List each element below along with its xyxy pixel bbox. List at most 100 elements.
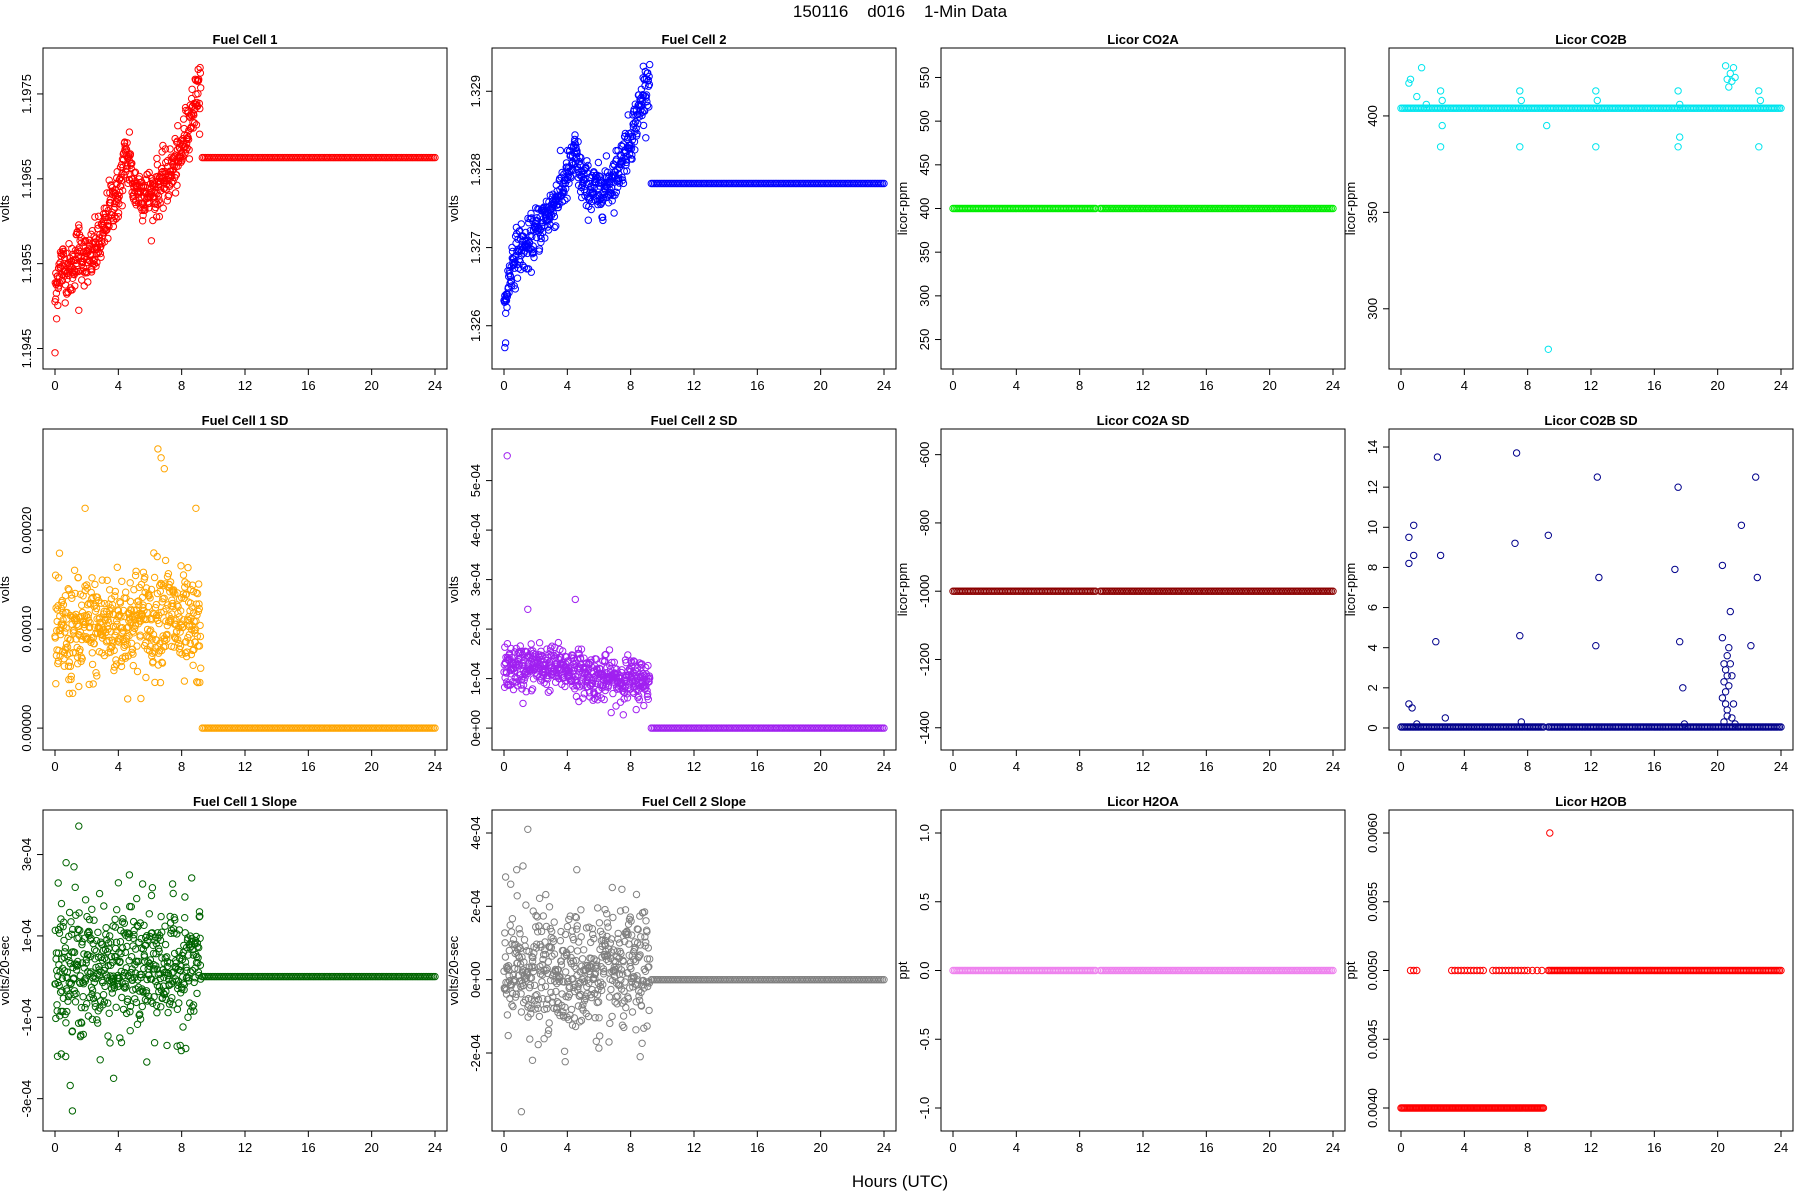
data-point: [109, 1074, 118, 1083]
data-point: [88, 660, 97, 669]
data-point: [539, 912, 547, 920]
x-tick-label: 16: [750, 759, 764, 774]
x-tick-label: 12: [687, 759, 701, 774]
data-point: [567, 945, 575, 953]
data-point: [184, 135, 193, 144]
data-point: [530, 981, 539, 989]
data-point: [544, 226, 553, 234]
data-point: [172, 171, 181, 179]
data-point: [62, 1019, 70, 1027]
data-point: [97, 237, 106, 245]
data-point: [550, 212, 559, 221]
data-point: [551, 223, 559, 232]
data-point: [619, 176, 627, 184]
data-point: [537, 984, 545, 992]
data-point: [519, 699, 527, 708]
data-point: [533, 913, 542, 921]
data-point: [1720, 660, 1728, 668]
data-point: [1512, 449, 1521, 457]
y-tick-label: 3e-04: [19, 838, 34, 871]
y-tick-label: 5e-04: [468, 464, 483, 497]
data-point: [557, 961, 566, 969]
data-point: [604, 199, 613, 207]
data-point: [51, 634, 59, 642]
data-point: [59, 608, 67, 617]
x-tick-label: 16: [1199, 759, 1213, 774]
data-point: [617, 141, 625, 150]
y-tick-label: -1200: [917, 643, 932, 676]
data-point: [133, 894, 141, 903]
data-point: [128, 159, 136, 168]
data-point: [535, 1012, 544, 1021]
data-point: [164, 1008, 172, 1017]
data-point: [527, 209, 535, 218]
data-point: [196, 69, 205, 77]
data-point: [509, 685, 518, 694]
data-point: [537, 927, 546, 936]
data-point: [1721, 688, 1730, 696]
data-point: [69, 629, 78, 637]
data-point: [111, 587, 120, 596]
data-point: [131, 168, 140, 176]
x-tick-label: 16: [1647, 378, 1661, 393]
data-point: [1718, 561, 1727, 570]
x-tick-label: 0: [500, 759, 507, 774]
data-point: [189, 1001, 198, 1009]
data-point: [188, 874, 196, 882]
data-point: [517, 1008, 526, 1016]
data-point: [1671, 565, 1679, 574]
x-tick-label: 8: [1076, 378, 1083, 393]
data-point: [508, 915, 517, 923]
y-tick-label: 1.1955: [19, 244, 34, 284]
data-point: [169, 177, 177, 186]
data-point: [54, 301, 62, 310]
data-points: [51, 63, 439, 357]
data-point: [535, 245, 544, 253]
data-point: [503, 452, 511, 460]
data-point: [507, 880, 515, 888]
x-tick-label: 20: [1710, 759, 1724, 774]
data-point: [605, 646, 614, 654]
data-point: [104, 1032, 112, 1040]
y-tick-label: 350: [1365, 202, 1380, 224]
x-tick-label: 4: [115, 1140, 122, 1155]
x-tick-label: 8: [627, 378, 634, 393]
panel-title: Licor CO2A: [1107, 32, 1179, 47]
data-point: [526, 1035, 534, 1043]
data-point: [76, 237, 84, 245]
y-tick-label: 450: [917, 154, 932, 176]
data-point: [552, 222, 560, 230]
data-point: [1516, 632, 1524, 640]
data-point: [1410, 551, 1418, 560]
data-point: [1405, 559, 1413, 568]
data-point: [637, 106, 645, 114]
data-point: [1753, 573, 1762, 582]
y-tick-label: 14: [1365, 440, 1380, 454]
data-point: [61, 299, 69, 307]
data-point: [1436, 87, 1445, 95]
data-point: [1755, 87, 1763, 95]
y-tick-label: 1e-04: [468, 662, 483, 695]
data-point: [114, 213, 123, 221]
data-point: [1516, 87, 1524, 95]
y-tick-label: -800: [917, 510, 932, 536]
data-point: [126, 597, 135, 606]
data-point: [75, 244, 83, 252]
data-point: [123, 942, 131, 951]
data-point: [81, 504, 89, 512]
data-point: [170, 158, 178, 166]
data-point: [129, 661, 138, 670]
data-point: [431, 153, 439, 162]
data-point: [137, 694, 145, 703]
data-point: [79, 993, 87, 1001]
data-point: [83, 581, 91, 589]
y-tick-label: 1.326: [468, 309, 483, 342]
data-point: [155, 196, 163, 204]
data-point: [645, 103, 653, 111]
data-point: [513, 274, 522, 282]
data-point: [622, 156, 630, 164]
data-point: [567, 173, 575, 182]
y-tick-label: 8: [1365, 564, 1380, 571]
